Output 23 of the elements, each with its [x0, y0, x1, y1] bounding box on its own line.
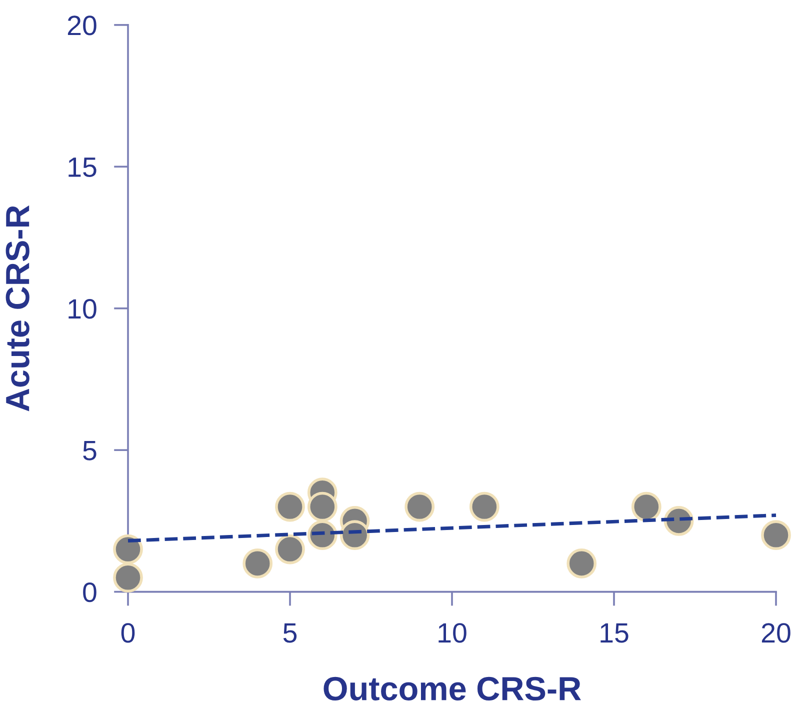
point: [113, 534, 143, 564]
point: [469, 492, 500, 522]
point: [631, 492, 662, 522]
point: [761, 520, 791, 550]
point: [113, 562, 143, 593]
point: [566, 548, 597, 578]
x-axis-title: Outcome CRS-R: [324, 676, 581, 700]
point: [275, 492, 305, 522]
x-tick-label: 20: [762, 623, 790, 643]
y-axis-title: Acute CRS-R: [6, 205, 30, 412]
x-tick-label: 0: [121, 623, 135, 643]
point: [242, 548, 273, 578]
y-tick-label: 10: [68, 299, 96, 319]
point: [404, 492, 435, 522]
y-tick-label: 0: [83, 582, 96, 602]
y-tick-label: 15: [68, 158, 96, 177]
x-tick-label: 10: [438, 623, 466, 643]
y-tick-label: 5: [83, 441, 96, 460]
x-tick-label: 5: [283, 623, 297, 643]
point: [307, 492, 338, 522]
y-tick-label: 20: [68, 16, 96, 36]
x-tick-label: 15: [600, 623, 628, 643]
point: [275, 534, 305, 564]
